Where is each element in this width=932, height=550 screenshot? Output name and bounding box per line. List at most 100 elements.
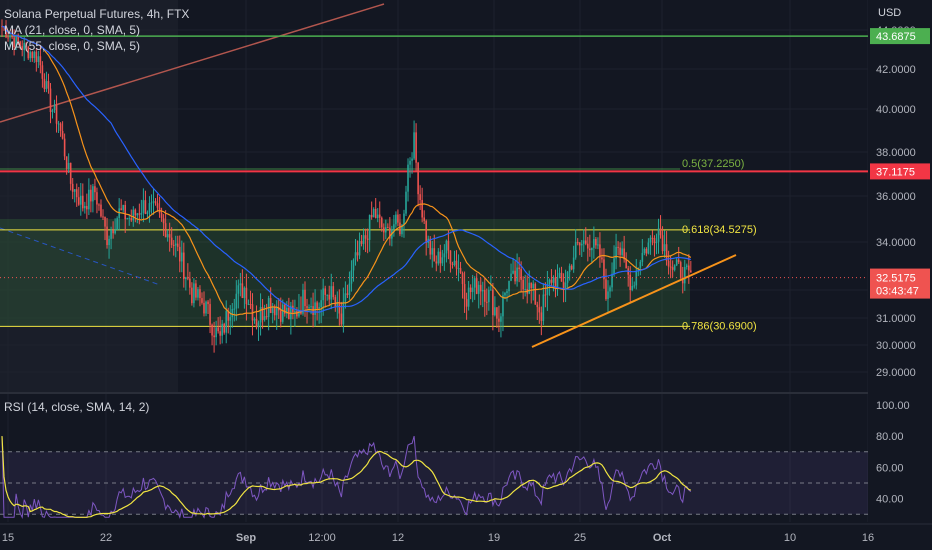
candle-body — [593, 239, 595, 248]
candle-body — [621, 248, 623, 255]
candle-body — [150, 202, 153, 204]
candle-body — [261, 306, 264, 321]
candle-body — [372, 208, 375, 218]
candle-body — [675, 259, 678, 266]
candle-body — [112, 229, 114, 234]
level-37-badge — [870, 163, 930, 180]
candle-body — [649, 237, 652, 243]
candle-body — [554, 277, 557, 289]
candle-body — [643, 248, 646, 253]
candle-body — [532, 283, 535, 289]
candle-body — [106, 226, 108, 246]
candle-body — [340, 313, 343, 325]
candle-body — [344, 293, 347, 302]
candle-body — [328, 294, 331, 300]
candle-body — [685, 265, 688, 268]
candle-body — [409, 160, 411, 165]
candle-body — [211, 324, 213, 336]
candle-body — [245, 287, 248, 305]
candle-body — [180, 252, 183, 262]
candle-body — [617, 246, 619, 248]
candle-body — [37, 56, 40, 63]
candle-body — [504, 292, 506, 296]
candle-body — [601, 257, 603, 260]
countdown-text: 03:43:47 — [876, 286, 919, 298]
candle-body — [23, 42, 26, 51]
candle-body — [520, 269, 522, 280]
symbol-title: Solana Perpetual Futures, 4h, FTX — [4, 7, 190, 21]
candle-body — [116, 218, 118, 230]
candle-body — [399, 222, 401, 235]
candle-body — [657, 228, 660, 242]
candle-body — [633, 285, 636, 287]
candle-body — [47, 81, 50, 89]
candle-body — [114, 229, 116, 234]
candle-body — [591, 247, 593, 251]
candle-body — [310, 306, 312, 308]
candle-body — [429, 238, 432, 255]
candle-body — [21, 46, 23, 51]
candle-body — [354, 252, 357, 260]
candle-body — [407, 164, 409, 192]
candle-body — [294, 310, 296, 313]
candle-body — [411, 158, 413, 161]
candle-body — [164, 223, 167, 238]
fib-050-label: 0.5(37.2250) — [682, 158, 744, 170]
candle-body — [41, 65, 44, 79]
candle-body — [595, 239, 597, 246]
candle-body — [322, 288, 324, 301]
candle-body — [33, 51, 36, 59]
candle-body — [548, 279, 551, 285]
candle-body — [552, 277, 555, 283]
candle-body — [174, 243, 177, 246]
candle-body — [423, 217, 425, 221]
candle-body — [496, 307, 498, 319]
candle-body — [5, 27, 7, 38]
candle-body — [370, 214, 373, 218]
candle-body — [19, 41, 21, 47]
candle-body — [352, 259, 355, 271]
candle-body — [176, 243, 179, 247]
candle-body — [597, 244, 599, 246]
candle-body — [471, 287, 474, 293]
candle-body — [197, 289, 199, 298]
candle-body — [629, 274, 632, 291]
candle-body — [512, 270, 514, 274]
rsi-tick-3: 100.00 — [876, 400, 910, 412]
candle-body — [134, 209, 137, 216]
candle-body — [35, 51, 38, 63]
candle-body — [189, 278, 191, 288]
candle-body — [385, 227, 387, 233]
candle-body — [473, 278, 476, 288]
price-tick-1: 30.0000 — [876, 340, 916, 352]
candle-body — [376, 214, 379, 219]
candle-body — [690, 270, 692, 273]
candle-body — [651, 237, 654, 239]
candle-body — [203, 302, 205, 314]
candle-body — [380, 217, 383, 228]
candle-body — [160, 213, 163, 219]
candle-body — [607, 291, 609, 300]
candle-body — [415, 132, 417, 163]
candle-body — [389, 227, 391, 239]
candle-body — [453, 260, 456, 265]
candle-body — [556, 277, 559, 289]
candle-body — [661, 235, 664, 252]
candle-body — [279, 310, 282, 322]
time-axis-bg — [0, 524, 932, 550]
candle-body — [589, 248, 591, 251]
candle-body — [146, 212, 149, 214]
candle-body — [397, 214, 399, 223]
candle-body — [544, 294, 547, 296]
candle-body — [142, 200, 145, 213]
time-tick-2: Sep — [236, 532, 256, 544]
candle-body — [576, 242, 579, 244]
candles — [1, 19, 692, 353]
candle-body — [207, 301, 209, 305]
candle-body — [124, 204, 127, 220]
candle-body — [195, 283, 197, 298]
time-tick-0: 15 — [2, 532, 14, 544]
candle-body — [564, 282, 567, 289]
candle-body — [603, 259, 605, 280]
